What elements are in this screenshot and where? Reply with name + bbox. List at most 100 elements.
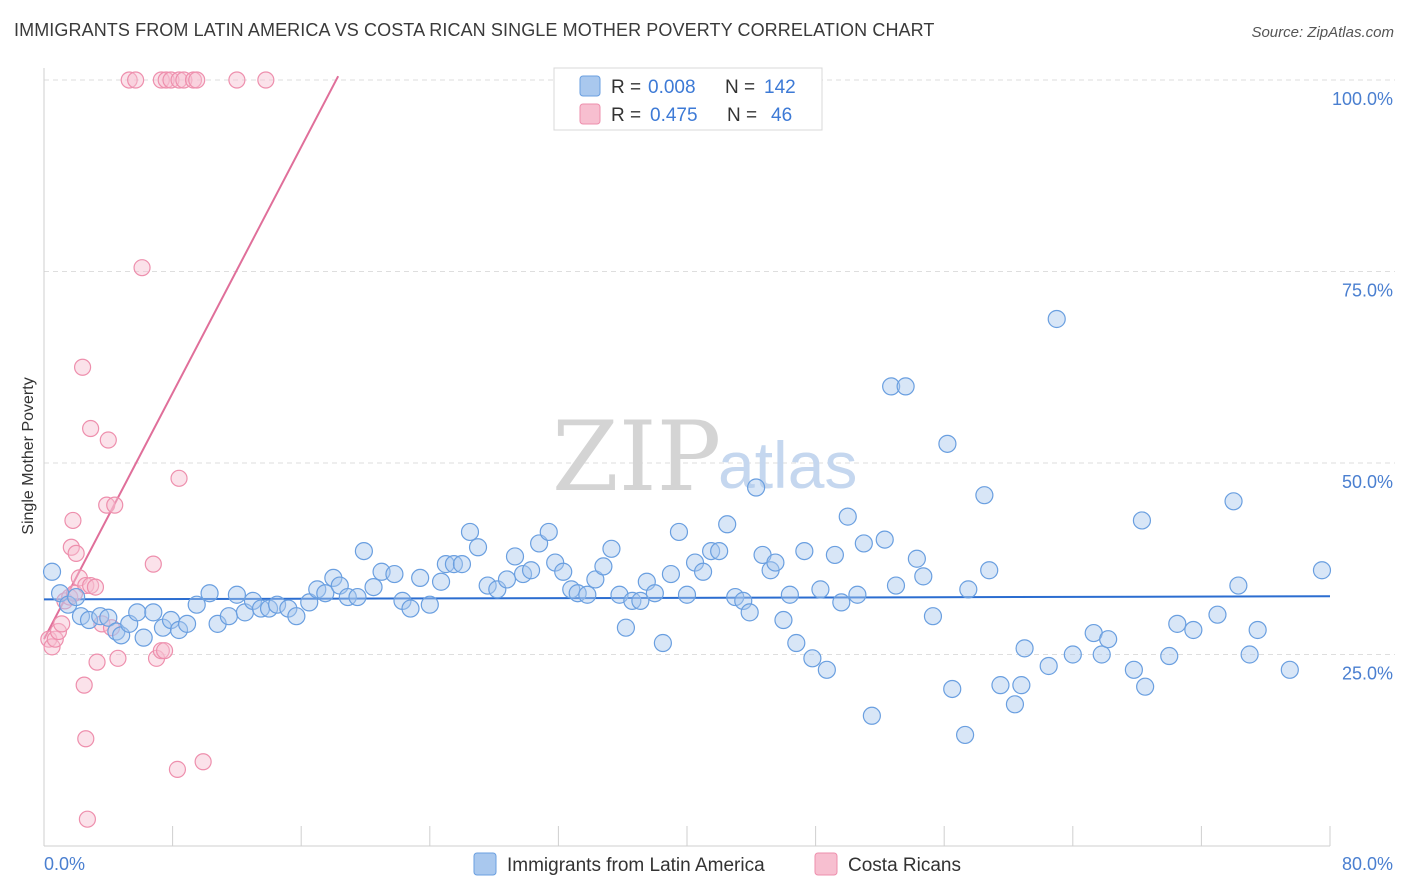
latin-america-point — [669, 522, 689, 542]
axes — [43, 68, 1331, 847]
latin-america-trend-line — [43, 595, 1331, 601]
latin-america-point — [991, 676, 1010, 695]
costa-ricans-point — [152, 71, 170, 89]
latin-america-point — [420, 595, 439, 614]
costa-ricans-point — [88, 653, 106, 671]
latin-america-point — [907, 549, 926, 568]
costa-ricans-point — [144, 555, 162, 573]
latin-america-point — [1229, 576, 1248, 595]
latin-america-point — [923, 607, 943, 626]
latin-america-point — [955, 725, 975, 745]
legend-r-label-2: R = — [611, 105, 641, 126]
series-legend: Immigrants from Latin America Costa Rica… — [473, 852, 961, 876]
series-legend-label-blue: Immigrants from Latin America — [507, 855, 765, 876]
costa-ricans-point — [170, 469, 188, 487]
latin-america-point — [1005, 695, 1025, 714]
latin-america-point — [734, 591, 753, 610]
latin-america-point — [817, 660, 836, 679]
latin-america-point — [980, 561, 999, 580]
costa-ricans-point — [194, 753, 212, 771]
latin-america-point — [677, 585, 697, 604]
latin-america-point — [914, 567, 933, 586]
latin-america-point — [1132, 511, 1152, 530]
latin-america-point — [616, 618, 636, 637]
latin-america-point — [338, 587, 357, 607]
trend-lines — [43, 75, 1331, 640]
costa-ricans-trend-line — [43, 75, 340, 640]
latin-america-point — [99, 608, 118, 627]
latin-america-point — [594, 557, 613, 576]
legend-r-value-1: 0.008 — [648, 77, 696, 98]
latin-america-point — [886, 576, 906, 595]
latin-america-point — [1039, 656, 1058, 676]
latin-america-point — [521, 561, 541, 580]
latin-america-point — [838, 507, 857, 526]
costa-ricans-point — [78, 810, 97, 828]
watermark-atlas: atlas — [718, 428, 857, 502]
latin-america-point — [1136, 677, 1155, 696]
latin-america-point — [661, 564, 681, 584]
latin-america-point — [747, 478, 766, 497]
latin-america-point — [862, 706, 881, 725]
latin-america-point — [653, 633, 672, 653]
costa-ricans-point — [82, 419, 100, 438]
latin-america-point — [943, 679, 962, 699]
chart-title: IMMIGRANTS FROM LATIN AMERICA VS COSTA R… — [14, 20, 935, 40]
latin-america-point — [460, 522, 480, 542]
latin-america-point — [1124, 660, 1143, 679]
latin-america-point — [1312, 561, 1332, 580]
latin-america-point — [631, 591, 650, 610]
costa-ricans-point — [170, 71, 188, 89]
latin-america-point — [227, 585, 246, 604]
costa-ricans-point — [120, 71, 138, 89]
latin-america-point — [354, 541, 373, 561]
costa-ricans-point — [155, 642, 174, 660]
latin-america-point — [578, 585, 597, 604]
y-tick-label: 50.0% — [1342, 472, 1393, 492]
latin-america-point — [219, 607, 238, 626]
legend-n-label-1: N = — [725, 77, 755, 98]
costa-ricans-point — [75, 676, 93, 694]
series-legend-label-pink: Costa Ricans — [848, 855, 961, 876]
latin-america-point — [825, 545, 844, 565]
latin-america-point — [848, 585, 867, 604]
latin-america-point — [134, 628, 153, 647]
y-tick-label: 75.0% — [1342, 281, 1393, 301]
latin-america-point — [854, 534, 873, 553]
costa-ricans-point — [53, 615, 71, 633]
latin-america-point — [267, 595, 287, 614]
legend-r-label-1: R = — [611, 77, 641, 98]
stats-legend: R = 0.008 N = 142 R = 0.475 N = 46 — [553, 67, 823, 131]
latin-america-point — [1160, 646, 1179, 666]
legend-swatch-blue — [579, 75, 601, 97]
latin-america-point — [452, 555, 472, 574]
latin-america-point — [128, 603, 147, 622]
costa-ricans-point — [188, 71, 206, 89]
latin-america-point — [1092, 645, 1111, 664]
latin-america-point — [411, 568, 430, 588]
latin-america-point — [401, 599, 420, 618]
latin-america-point — [1012, 676, 1031, 695]
costa-ricans-point — [109, 649, 127, 667]
latin-america-point — [586, 570, 605, 589]
costa-ricans-point — [175, 71, 193, 89]
latin-america-point — [959, 580, 978, 599]
y-tick-label: 25.0% — [1342, 664, 1393, 684]
latin-america-point — [200, 584, 219, 603]
latin-america-point — [1063, 645, 1082, 664]
latin-america-point — [468, 538, 488, 557]
costa-ricans-point — [257, 71, 275, 89]
latin-america-point — [316, 584, 335, 603]
latin-america-point — [1099, 630, 1118, 649]
latin-america-point — [67, 587, 86, 607]
gridlines — [44, 79, 1395, 655]
costa-ricans-point — [127, 71, 145, 89]
latin-america-points — [42, 309, 1332, 745]
series-legend-swatch-pink — [814, 852, 838, 876]
costa-ricans-point — [86, 578, 105, 596]
latin-america-point — [803, 649, 822, 668]
latin-america-point — [832, 593, 851, 612]
costa-ricans-point — [99, 431, 117, 449]
latin-america-point — [938, 434, 957, 453]
costa-ricans-point — [64, 511, 82, 530]
